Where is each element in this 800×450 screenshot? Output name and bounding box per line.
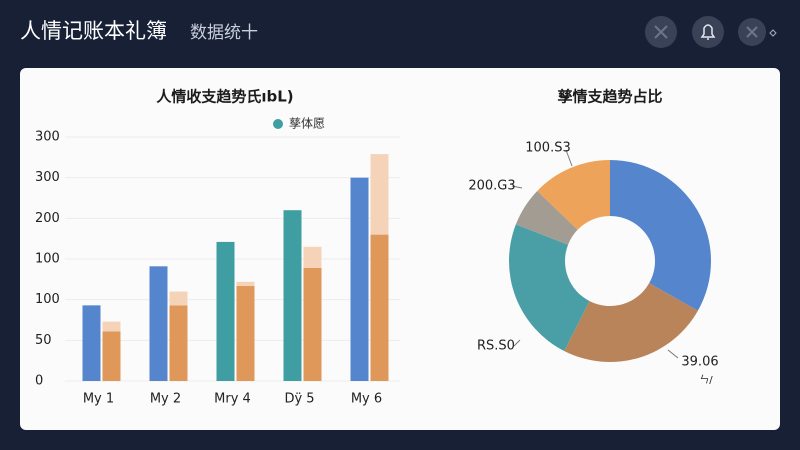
bar bbox=[236, 285, 255, 381]
bar bbox=[169, 291, 188, 306]
donut-segment bbox=[564, 283, 698, 362]
icon-bell[interactable] bbox=[692, 16, 724, 48]
x-tick-label: Mry 4 bbox=[214, 392, 251, 407]
donut-segment bbox=[610, 160, 711, 311]
bar bbox=[236, 281, 255, 286]
donut-segment bbox=[509, 224, 590, 351]
donut-segment bbox=[537, 160, 610, 230]
callout-label: ㄣ/ bbox=[699, 374, 713, 386]
x-tick-label: Dÿ 5 bbox=[284, 392, 314, 407]
callout-label: RS.S0 bbox=[477, 339, 515, 354]
bar bbox=[283, 210, 302, 381]
bar bbox=[350, 177, 369, 381]
y-tick-label: 100 bbox=[35, 292, 60, 307]
bar bbox=[370, 154, 389, 235]
icon-close[interactable] bbox=[645, 16, 677, 48]
donut-title: 孳情支趋势占比 bbox=[557, 88, 662, 106]
callout-label: 100.S3 bbox=[525, 141, 570, 156]
x-tick-label: My 1 bbox=[83, 392, 114, 407]
bar bbox=[102, 331, 121, 381]
bar bbox=[370, 234, 389, 381]
bar bbox=[303, 267, 322, 381]
bar bbox=[303, 246, 322, 268]
y-tick-label: 300 bbox=[35, 170, 60, 185]
app-subtitle: 数据统十 bbox=[190, 23, 258, 43]
x-tick-label: My 2 bbox=[150, 392, 181, 407]
callout-line bbox=[565, 149, 573, 167]
callout-label: 200.G3 bbox=[468, 179, 515, 194]
bar-title: 人情收支趋势氏ıbL) bbox=[156, 88, 293, 106]
icon-menu[interactable] bbox=[738, 18, 777, 46]
callout-line bbox=[667, 349, 679, 359]
y-tick-label: 200 bbox=[35, 211, 60, 226]
bar bbox=[169, 305, 188, 381]
callout-label: 39.06 bbox=[681, 355, 718, 370]
y-tick-label: 0 bbox=[35, 374, 43, 389]
donut-segment bbox=[515, 190, 578, 245]
bar bbox=[216, 241, 235, 381]
y-tick-label: 300 bbox=[35, 130, 60, 145]
x-tick-label: My 6 bbox=[351, 392, 382, 407]
bar bbox=[149, 266, 168, 381]
bar bbox=[102, 321, 121, 332]
legend-swatch bbox=[273, 119, 283, 129]
app-title: 人情记账本礼簿 bbox=[20, 19, 167, 43]
y-tick-label: 100 bbox=[35, 252, 60, 267]
callout-line bbox=[513, 339, 521, 347]
y-tick-label: 50 bbox=[35, 333, 52, 348]
bar bbox=[82, 305, 101, 381]
callout-line bbox=[511, 185, 523, 189]
legend-label: 孳体愿 bbox=[289, 116, 325, 131]
